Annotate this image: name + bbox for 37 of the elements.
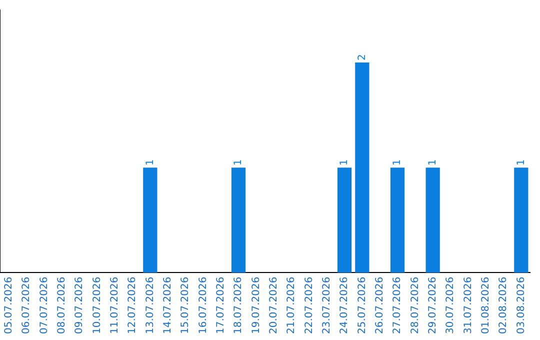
x-tick-label: 25.07.2026 — [356, 276, 368, 334]
x-tick-label: 29.07.2026 — [427, 276, 438, 334]
x-tick-label: 18.07.2026 — [233, 276, 244, 334]
x-tick-label: 26.07.2026 — [374, 276, 386, 334]
x-tick-label: 06.07.2026 — [21, 276, 32, 334]
data-label: 1 — [516, 159, 527, 166]
x-tick-label: 10.07.2026 — [92, 276, 103, 334]
data-label: 1 — [339, 159, 350, 166]
x-tick-label: 22.07.2026 — [304, 276, 315, 334]
x-tick-label: 03.08.2026 — [516, 276, 527, 334]
x-tick-label: 12.07.2026 — [127, 276, 138, 334]
x-tick-label: 05.07.2026 — [3, 276, 14, 334]
x-tick-label: 27.07.2026 — [392, 276, 404, 334]
data-label: 1 — [392, 159, 404, 166]
x-tick-label: 21.07.2026 — [286, 276, 298, 334]
data-label: 2 — [356, 54, 368, 61]
data-label: 1 — [427, 159, 438, 166]
x-tick-label: 14.07.2026 — [162, 276, 174, 334]
x-tick-label: 20.07.2026 — [268, 276, 280, 334]
data-label: 1 — [233, 159, 244, 166]
x-tick-label: 19.07.2026 — [250, 276, 262, 334]
x-tick-label: 24.07.2026 — [339, 276, 350, 334]
x-tick-label: 23.07.2026 — [321, 276, 332, 334]
x-tick-label: 31.07.2026 — [462, 276, 474, 334]
x-tick-label: 09.07.2026 — [74, 276, 86, 334]
x-tick-label: 30.07.2026 — [445, 276, 456, 334]
x-tick-label: 16.07.2026 — [198, 276, 209, 334]
x-tick-label: 08.07.2026 — [56, 276, 68, 334]
x-tick-label: 17.07.2026 — [215, 276, 226, 334]
x-tick-label: 11.07.2026 — [109, 276, 120, 334]
x-tick-label: 01.08.2026 — [480, 276, 492, 334]
x-tick-label: 02.08.2026 — [498, 276, 510, 334]
x-tick-label: 13.07.2026 — [144, 276, 156, 334]
x-tick-label: 28.07.2026 — [410, 276, 421, 334]
x-tick-label: 15.07.2026 — [180, 276, 192, 334]
x-tick-label: 07.07.2026 — [38, 276, 50, 334]
data-label: 1 — [144, 159, 156, 166]
